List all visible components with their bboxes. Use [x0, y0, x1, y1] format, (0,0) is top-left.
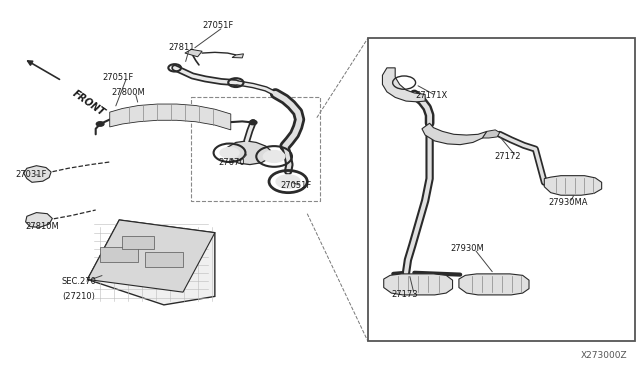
Circle shape — [275, 174, 301, 189]
Bar — [368, 38, 636, 341]
Text: 27051F: 27051F — [280, 182, 312, 190]
Circle shape — [249, 120, 257, 125]
Polygon shape — [109, 104, 231, 130]
Bar — [145, 253, 183, 267]
Text: 27031F: 27031F — [15, 170, 47, 179]
Circle shape — [220, 147, 240, 159]
Polygon shape — [384, 274, 452, 295]
Text: 27051F: 27051F — [202, 21, 234, 30]
Text: 27171X: 27171X — [415, 91, 448, 100]
Text: 27800M: 27800M — [111, 88, 145, 97]
Text: SEC.270: SEC.270 — [62, 278, 97, 286]
Polygon shape — [185, 49, 202, 57]
Text: 27172: 27172 — [494, 152, 520, 161]
Polygon shape — [88, 220, 215, 292]
Text: 27930M: 27930M — [450, 244, 484, 253]
Text: 27811: 27811 — [168, 43, 195, 52]
Text: 27173: 27173 — [392, 291, 418, 299]
Text: 27810M: 27810M — [26, 222, 60, 231]
Circle shape — [97, 122, 104, 126]
Bar — [122, 236, 154, 249]
Polygon shape — [483, 130, 500, 138]
Polygon shape — [26, 212, 52, 227]
Polygon shape — [383, 68, 425, 102]
Text: 27051F: 27051F — [102, 73, 133, 81]
Polygon shape — [225, 141, 272, 164]
Circle shape — [262, 150, 285, 163]
Polygon shape — [88, 220, 215, 305]
Text: 27930MA: 27930MA — [548, 198, 588, 207]
Text: (27210): (27210) — [62, 292, 95, 301]
Polygon shape — [24, 166, 51, 182]
Text: FRONT: FRONT — [70, 88, 106, 118]
Polygon shape — [459, 274, 529, 295]
Polygon shape — [544, 176, 602, 195]
Polygon shape — [422, 123, 487, 145]
Text: X273000Z: X273000Z — [580, 350, 627, 359]
Bar — [100, 247, 138, 262]
Text: 27670: 27670 — [218, 157, 244, 167]
Polygon shape — [232, 54, 244, 58]
